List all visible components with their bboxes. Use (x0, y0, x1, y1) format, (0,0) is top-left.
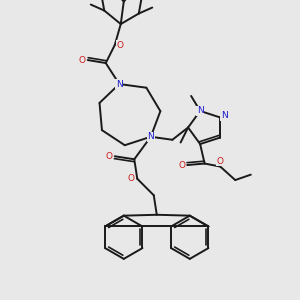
Text: N: N (197, 106, 203, 116)
Text: N: N (116, 80, 123, 88)
Text: O: O (106, 152, 113, 161)
Text: O: O (79, 56, 86, 64)
Text: O: O (178, 160, 185, 169)
Text: O: O (117, 40, 124, 50)
Text: O: O (127, 174, 134, 183)
Text: N: N (147, 132, 154, 141)
Text: O: O (217, 157, 224, 166)
Text: N: N (221, 111, 227, 120)
